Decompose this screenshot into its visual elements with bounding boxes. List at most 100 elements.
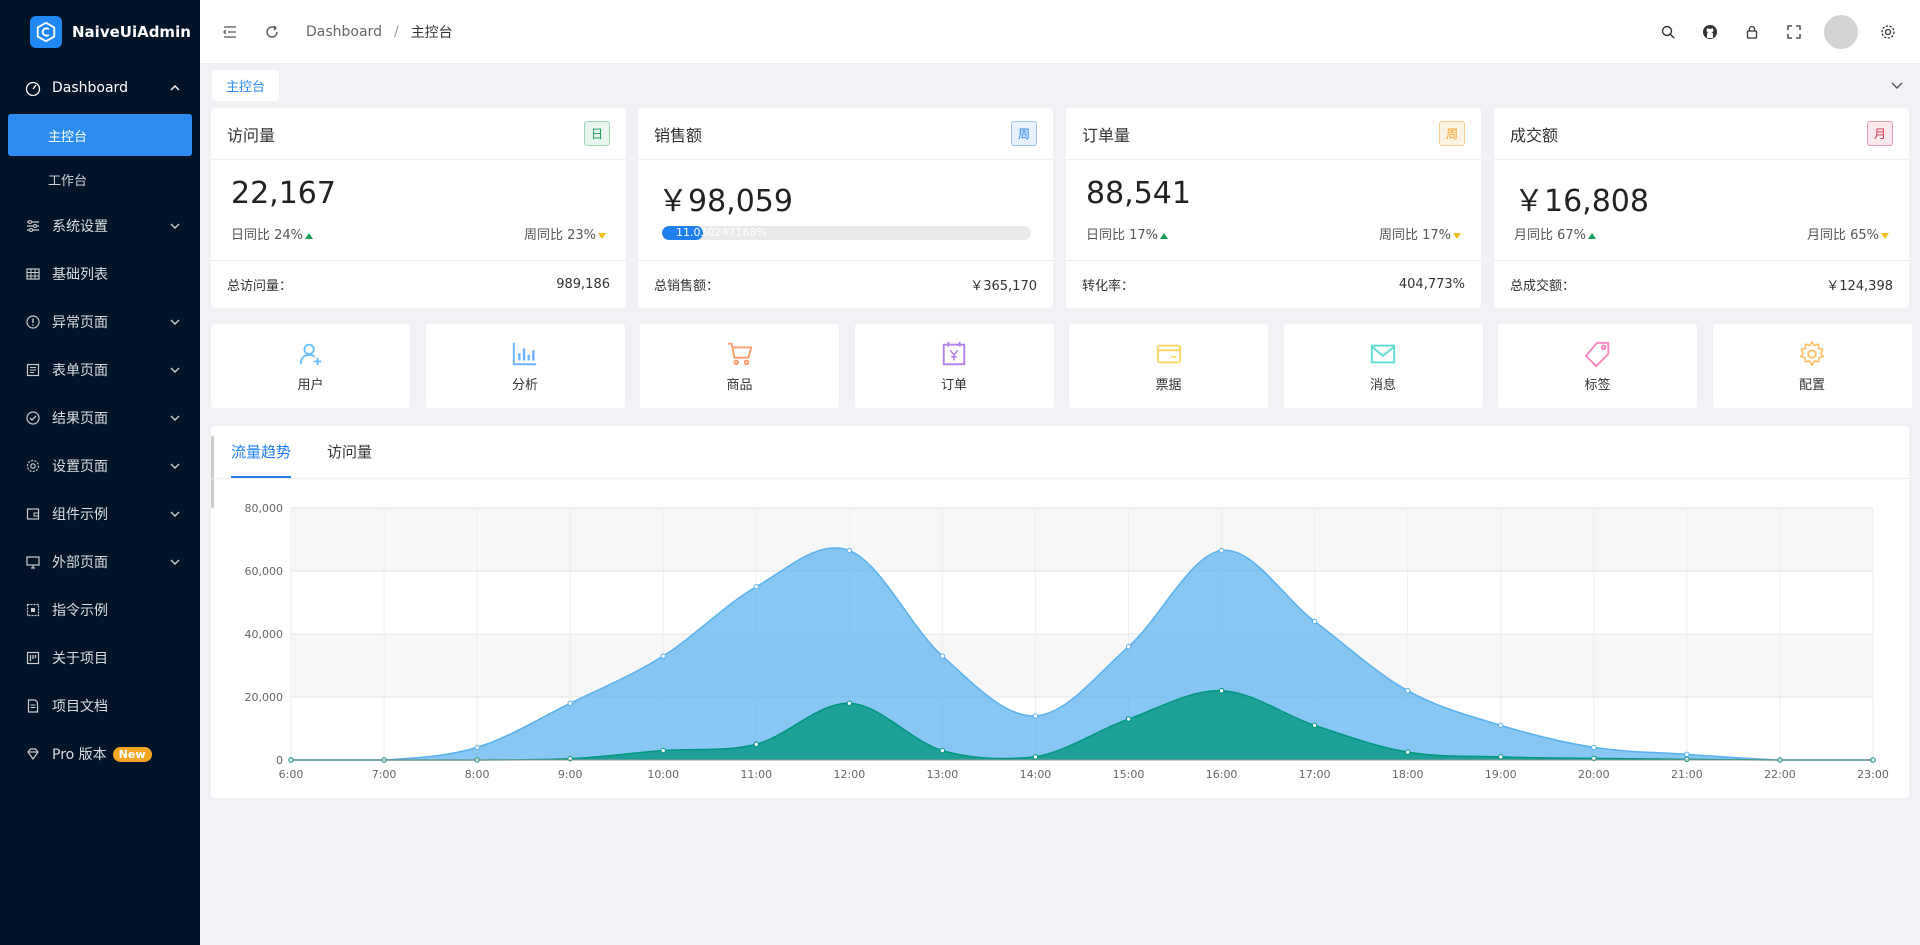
area-chart: 0 20,000 40,000 60,000 80,000 6:00 7:00 8:00 9:0… bbox=[245, 502, 1889, 781]
breadcrumb-separator: / bbox=[393, 23, 399, 40]
data-point bbox=[1218, 547, 1225, 554]
avatar[interactable] bbox=[1824, 15, 1858, 49]
tag-icon bbox=[1584, 341, 1609, 367]
data-point bbox=[1218, 688, 1225, 694]
sidebar-item-4[interactable]: 表单页面 bbox=[0, 346, 200, 394]
sidebar-item-dashboard[interactable]: Dashboard bbox=[0, 64, 200, 112]
scroll-indicator[interactable] bbox=[211, 436, 214, 508]
x-tick-label: 18:00 bbox=[1392, 768, 1424, 781]
stat-card-sales: 销售额 周 ￥98,059 11.030247168% 总销售额： ￥365,170 bbox=[638, 108, 1053, 308]
x-tick-label: 15:00 bbox=[1113, 768, 1145, 781]
sidebar-item-11[interactable]: 项目文档 bbox=[0, 682, 200, 730]
dashboard-icon bbox=[24, 79, 42, 97]
fullscreen-button[interactable] bbox=[1782, 20, 1806, 44]
sidebar-subitem-console[interactable]: 主控台 bbox=[8, 114, 192, 156]
sidebar-item-10[interactable]: 关于项目 bbox=[0, 634, 200, 682]
x-tick-label: 13:00 bbox=[927, 768, 959, 781]
grid-band bbox=[291, 634, 1873, 697]
quick-nav-user-add[interactable]: 用户 bbox=[211, 324, 410, 408]
quick-nav-label: 消息 bbox=[1369, 377, 1396, 393]
x-tick-label: 8:00 bbox=[465, 768, 490, 781]
chevron-down-icon[interactable] bbox=[1890, 78, 1904, 92]
search-button[interactable] bbox=[1656, 20, 1680, 44]
quick-nav-gear[interactable]: 配置 bbox=[1712, 324, 1912, 408]
lock-icon bbox=[1746, 25, 1758, 39]
sidebar-item-label: 基础列表 bbox=[52, 267, 108, 283]
sidebar-item-2[interactable]: 基础列表 bbox=[0, 250, 200, 298]
arrow-up-icon bbox=[1588, 232, 1597, 239]
period-tag: 周 bbox=[1438, 121, 1465, 146]
sidebar-item-label: 表单页面 bbox=[52, 363, 108, 379]
arrow-up-icon bbox=[1160, 232, 1169, 239]
quick-nav-calendar-yen[interactable]: 订单 bbox=[854, 324, 1054, 408]
cart-icon bbox=[727, 342, 752, 365]
refresh-icon bbox=[266, 25, 278, 38]
sidebar-item-pro[interactable]: Pro 版本 New bbox=[0, 730, 200, 778]
stat-compare: 月同比 67% 月同比 65% bbox=[1514, 224, 1889, 243]
chevron-down-icon bbox=[168, 411, 182, 425]
data-point bbox=[1311, 722, 1318, 729]
quick-nav-cart[interactable]: 商品 bbox=[640, 324, 839, 408]
breadcrumb-item-dashboard[interactable]: Dashboard bbox=[306, 23, 382, 40]
stat-foot-label: 转化率： bbox=[1082, 279, 1135, 294]
settings-button[interactable] bbox=[1876, 20, 1900, 44]
sidebar-menu: Dashboard 主控台 工作台 系统设置基础列表异常页面表单页面结果页面 设置… bbox=[0, 64, 200, 778]
chart-tabs: 流量趋势 访问量 bbox=[231, 426, 372, 478]
header-actions bbox=[1656, 0, 1900, 64]
quick-nav-mail[interactable]: 消息 bbox=[1283, 324, 1483, 408]
sidebar-subitem-workplace[interactable]: 工作台 bbox=[48, 173, 88, 189]
stat-foot-label: 总销售额： bbox=[654, 279, 720, 294]
data-point bbox=[567, 700, 573, 707]
lock-screen-button[interactable] bbox=[1740, 20, 1764, 44]
bar-chart-icon bbox=[512, 342, 537, 365]
sidebar-item-6[interactable]: 设置页面 bbox=[0, 442, 200, 490]
tab-visits[interactable]: 访问量 bbox=[327, 443, 373, 461]
refresh-button[interactable] bbox=[260, 20, 284, 44]
quick-nav-bar-chart[interactable]: 分析 bbox=[425, 324, 625, 408]
sidebar-item-7[interactable]: 组件示例 bbox=[0, 490, 200, 538]
app-name: NaiveUiAdmin bbox=[72, 23, 191, 41]
tab-traffic-trend[interactable]: 流量趋势 bbox=[231, 426, 292, 478]
sidebar-item-label: 异常页面 bbox=[52, 315, 108, 331]
data-point bbox=[846, 547, 853, 554]
sidebar-item-label: 系统设置 bbox=[52, 219, 108, 235]
user-add-icon bbox=[299, 343, 321, 365]
sidebar-item-5[interactable]: 结果页面 bbox=[0, 394, 200, 442]
data-point bbox=[753, 584, 759, 590]
chevron-down-icon bbox=[168, 363, 182, 377]
sidebar-item-8[interactable]: 外部页面 bbox=[0, 538, 200, 586]
github-button[interactable] bbox=[1698, 20, 1722, 44]
arrow-up-icon bbox=[305, 232, 314, 239]
x-tick-label: 14:00 bbox=[1020, 768, 1052, 781]
stat-foot-value: 989,186 bbox=[556, 277, 610, 292]
gear-icon bbox=[1799, 340, 1825, 366]
sidebar-item-label: Pro 版本 bbox=[52, 747, 107, 763]
data-point bbox=[939, 747, 946, 754]
gear-icon bbox=[1881, 25, 1895, 39]
quick-nav-label: 标签 bbox=[1584, 377, 1611, 393]
x-tick-label: 22:00 bbox=[1764, 768, 1796, 781]
sidebar-item-3[interactable]: 异常页面 bbox=[0, 298, 200, 346]
arrow-down-icon bbox=[1453, 232, 1461, 239]
stat-card-orders: 订单量 周 88,541 日同比 17% 周同比 17% 转化率： 404,773% bbox=[1066, 108, 1481, 308]
menu-collapse-button[interactable] bbox=[218, 20, 242, 44]
grid-icon bbox=[24, 601, 42, 619]
quick-nav-label: 用户 bbox=[297, 377, 324, 393]
tab-console[interactable]: 主控台 bbox=[212, 69, 280, 101]
app-logo[interactable]: NaiveUiAdmin bbox=[0, 0, 200, 64]
data-point bbox=[939, 653, 946, 659]
sidebar-item-1[interactable]: 系统设置 bbox=[0, 202, 200, 250]
series-area bbox=[291, 547, 1873, 760]
diamond-icon bbox=[24, 745, 42, 763]
wallet-icon bbox=[24, 505, 42, 523]
x-tick-label: 9:00 bbox=[558, 768, 583, 781]
top-header: Dashboard / 主控台 bbox=[200, 0, 1920, 64]
menu-fold-icon bbox=[223, 25, 236, 38]
stat-foot-label: 总成交额： bbox=[1510, 279, 1576, 294]
data-point bbox=[1498, 722, 1504, 729]
quick-nav-tag[interactable]: 标签 bbox=[1498, 324, 1697, 408]
sidebar-item-9[interactable]: 指令示例 bbox=[0, 586, 200, 634]
quick-nav-card[interactable]: 票据 bbox=[1069, 324, 1268, 408]
stat-value: ￥16,808 bbox=[1514, 184, 1649, 219]
chevron-down-icon bbox=[168, 459, 182, 473]
